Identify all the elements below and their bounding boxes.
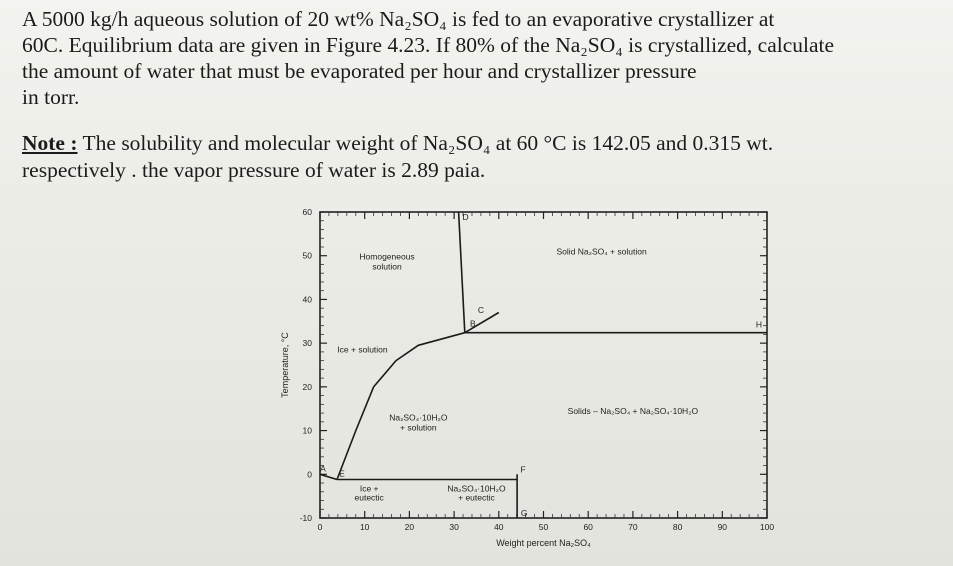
note-block: Note : The solubility and molecular weig… [22, 130, 947, 184]
region-ice-eutectic-label-1: Ice + [360, 484, 379, 494]
y-tick-label: 20 [303, 382, 313, 392]
problem-line-3: the amount of water that must be evapora… [22, 59, 697, 83]
point-label-a: A [320, 463, 326, 473]
ice-curve [319, 473, 338, 481]
region-hydrate-solution-label-2: + solution [400, 422, 437, 432]
x-tick-label: 40 [494, 522, 504, 532]
note-label: Note : [22, 131, 78, 155]
x-tick-label: 20 [405, 522, 415, 532]
region-hydrate-solution-label-1: Na₂SO₄·10H₂O [389, 412, 448, 422]
region-homogeneous-label-1: Homogeneous [359, 252, 414, 262]
problem-line-2: 60C. Equilibrium data are given in Figur… [22, 33, 835, 57]
homogeneous-boundary-line [457, 211, 466, 333]
point-label-d: D [462, 212, 468, 222]
point-label-g: G [521, 508, 528, 518]
y-axis-label: Temperature, °C [280, 332, 290, 398]
x-tick-label: 50 [539, 522, 549, 532]
x-tick-label: 0 [318, 522, 323, 532]
region-hydrate-eutectic-label-1: Na₂SO₄·10H₂O [447, 484, 506, 494]
x-tick-label: 30 [449, 522, 459, 532]
region-homogeneous-label-2: solution [372, 262, 402, 272]
region-solid-na2so4-label: Solid Na₂SO₄ + solution [557, 246, 647, 256]
y-tick-label: 30 [303, 338, 313, 348]
anhydrous-solubility-curve [464, 311, 500, 334]
point-label-e: E [339, 469, 345, 479]
y-tick-label: -10 [300, 513, 313, 523]
phase-diagram-figure: 0 10 20 30 40 50 60 70 80 90 100 60 50 40 30 20 10 0 -10 W… [270, 200, 790, 560]
hydrate-solubility-curve [336, 331, 466, 480]
x-axis-label: Weight percent Na₂SO₄ [496, 538, 591, 548]
note-line-1: The solubility and molecular weight of N… [82, 131, 774, 155]
x-tick-label: 100 [760, 522, 774, 532]
region-hydrate-eutectic-label-2: + eutectic [458, 493, 495, 503]
y-tick-label: 40 [303, 294, 313, 304]
problem-line-1: A 5000 kg/h aqueous solution of 20 wt% N… [22, 7, 775, 31]
point-label-f: F [521, 464, 526, 474]
x-tick-label: 10 [360, 522, 370, 532]
problem-statement: A 5000 kg/h aqueous solution of 20 wt% N… [22, 6, 947, 110]
point-label-h: H [756, 320, 762, 330]
x-tick-label: 90 [718, 522, 728, 532]
y-tick-label: 10 [303, 426, 313, 436]
note-line-2: respectively . the vapor pressure of wat… [22, 158, 486, 182]
region-ice-solution-label: Ice + solution [337, 345, 388, 355]
region-solids-label: Solids – Na₂SO₄ + Na₂SO₄·10H₂O [568, 406, 699, 416]
x-tick-label: 70 [628, 522, 638, 532]
y-tick-label: 50 [303, 251, 313, 261]
region-ice-eutectic-label-2: eutectic [355, 493, 385, 503]
x-tick-label: 60 [583, 522, 593, 532]
x-tick-label: 80 [673, 522, 683, 532]
y-tick-label: 0 [307, 469, 312, 479]
point-label-b: B [470, 319, 476, 329]
point-label-c: C [478, 305, 484, 315]
problem-line-4: in torr. [22, 85, 80, 109]
y-tick-label: 60 [303, 207, 313, 217]
